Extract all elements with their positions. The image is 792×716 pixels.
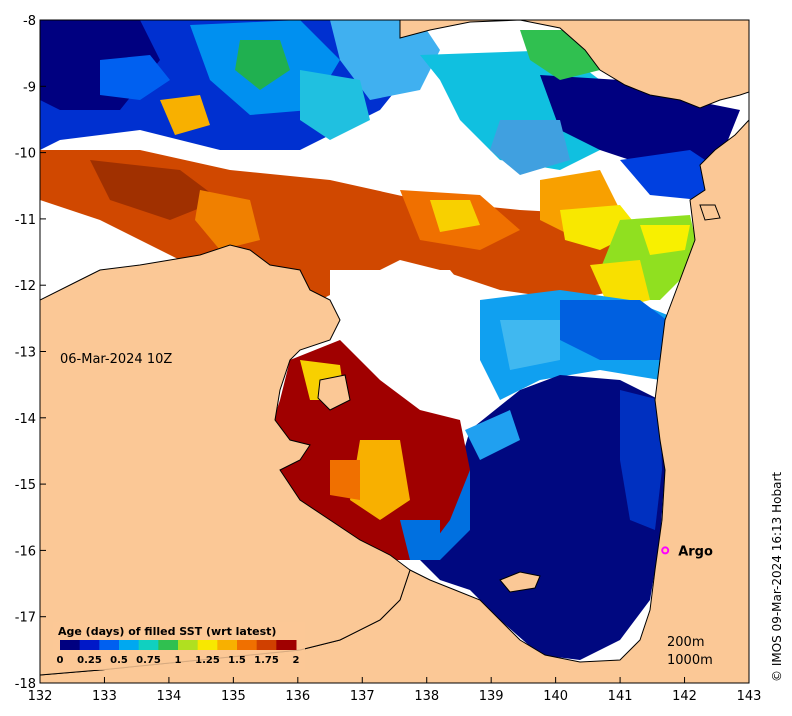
lat-tick-label: -13: [15, 346, 36, 361]
sst-age-field: [40, 20, 740, 660]
lon-tick-label: 135: [221, 689, 246, 704]
colorbar-swatch: [79, 640, 100, 650]
lat-tick-label: -14: [15, 412, 36, 427]
lon-tick-label: 142: [672, 689, 697, 704]
colorbar-swatches: [60, 640, 297, 650]
colorbar-swatch: [178, 640, 199, 650]
lon-tick-label: 136: [285, 689, 310, 704]
lon-tick-label: 132: [28, 689, 53, 704]
colorbar-tick-label: 0: [57, 655, 64, 666]
lat-tick-label: -16: [15, 544, 36, 559]
colorbar-tick-label: 1: [175, 655, 182, 666]
colorbar-swatch: [256, 640, 277, 650]
colorbar-swatch: [99, 640, 120, 650]
lat-tick-label: -10: [15, 147, 36, 162]
lat-tick-label: -8: [23, 14, 36, 29]
colorbar-swatch: [276, 640, 297, 650]
colorbar-swatch: [217, 640, 238, 650]
contour-label-1000m: 1000m: [667, 653, 713, 668]
lon-tick-label: 133: [92, 689, 117, 704]
lat-tick-label: -11: [15, 213, 36, 228]
lon-tick-label: 141: [608, 689, 633, 704]
longitude-axis: 132 133 134 135 136 137 138 139 140 141 142 143: [28, 677, 762, 704]
colorbar-title: Age (days) of filled SST (wrt latest): [58, 625, 276, 638]
colorbar-swatch: [60, 640, 81, 650]
colorbar-tick-label: 0.75: [136, 655, 161, 666]
colorbar-tick-label: 1.5: [228, 655, 246, 666]
colorbar-ticks: 0 0.25 0.5 0.75 1 1.25 1.5 1.75 2: [57, 655, 300, 666]
lat-tick-label: -18: [15, 677, 36, 692]
colorbar-swatch: [237, 640, 258, 650]
colorbar-swatch: [119, 640, 140, 650]
argo-marker: [661, 546, 670, 555]
lat-tick-label: -12: [15, 279, 36, 294]
colorbar-tick-label: 1.25: [195, 655, 220, 666]
contour-label-200m: 200m: [667, 635, 704, 650]
lon-tick-label: 143: [737, 689, 762, 704]
colorbar-tick-label: 1.75: [254, 655, 279, 666]
lon-tick-label: 134: [156, 689, 181, 704]
argo-label: Argo: [678, 544, 713, 559]
date-label: 06-Mar-2024 10Z: [60, 352, 172, 367]
lon-tick-label: 140: [543, 689, 568, 704]
colorbar-swatch: [138, 640, 159, 650]
land: [40, 20, 749, 683]
lon-tick-label: 137: [350, 689, 375, 704]
lat-tick-label: -17: [15, 611, 36, 626]
colorbar-tick-label: 0.25: [77, 655, 102, 666]
latitude-axis: -8 -9 -10 -11 -12 -13 -14 -15 -16 -17 -18: [15, 14, 46, 692]
colorbar-tick-label: 0.5: [110, 655, 128, 666]
colorbar-swatch: [158, 640, 179, 650]
credit-text: © IMOS 09-Mar-2024 16:13 Hobart: [770, 472, 784, 682]
lat-tick-label: -15: [15, 478, 36, 493]
colorbar-swatch: [197, 640, 218, 650]
lon-tick-label: 138: [414, 689, 439, 704]
colorbar-tick-label: 2: [293, 655, 300, 666]
lat-tick-label: -9: [23, 80, 36, 95]
lon-tick-label: 139: [479, 689, 504, 704]
